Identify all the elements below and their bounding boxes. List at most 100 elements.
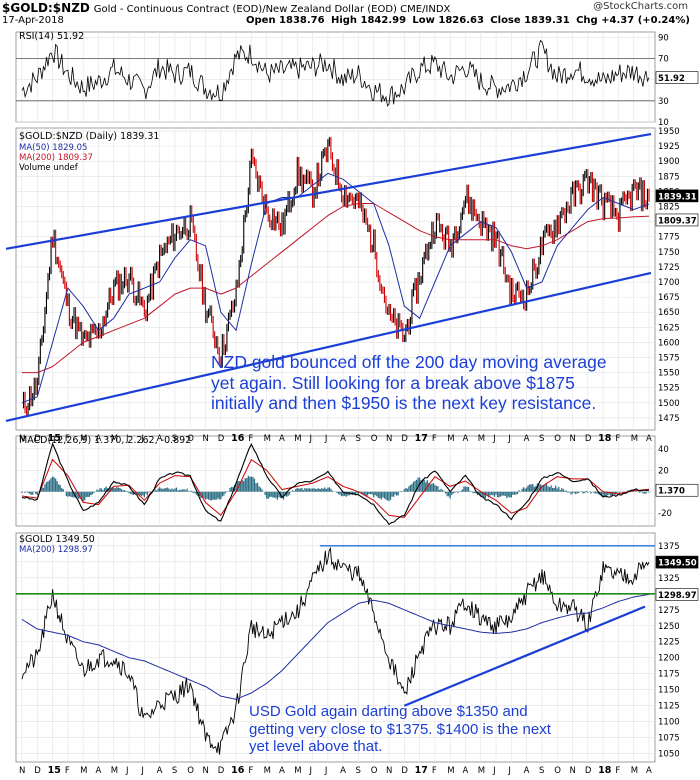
nzd-x-tick-label: J	[507, 434, 511, 444]
nzd-x-tick-label: J	[324, 434, 328, 444]
nzd-ma50-line	[21, 172, 650, 404]
usd-ytick-label: 1225	[658, 638, 680, 648]
usd-annotation-line-3: yet level above that.	[249, 738, 383, 756]
usd-x-tick-label: D	[401, 766, 408, 776]
nzd-annotation-line-2: yet again. Still looking for a break abo…	[211, 372, 575, 393]
nzd-ma200-label-box	[655, 213, 699, 227]
macd-frame	[15, 435, 656, 527]
usd-x-tick-label: S	[172, 766, 177, 776]
usd-ytick-label: 1125	[658, 702, 680, 712]
usd-x-tick-label: A	[157, 766, 163, 776]
chart-header-line1: $GOLD:$NZD Gold - Continuous Contract (E…	[2, 1, 450, 15]
usd-x-tick-label: S	[539, 766, 544, 776]
usd-x-tick-label: 15	[48, 765, 61, 776]
nzd-x-tick-label: A	[462, 434, 468, 444]
usd-x-tick-label: J	[492, 766, 496, 776]
usd-ytick-label: 1200	[658, 654, 680, 664]
close-value: Close 1839.31	[490, 15, 570, 26]
usd-price-line	[21, 546, 650, 755]
usd-ma200-label-box	[655, 588, 699, 601]
nzd-x-tick-label: M	[80, 434, 87, 444]
usd-x-tick-label: M	[478, 766, 485, 776]
rsi-line	[21, 39, 650, 107]
nzd-ytick-label: 1600	[658, 338, 680, 348]
usd-x-tick-label: O	[187, 766, 194, 776]
nzd-x-tick-label: 17	[415, 433, 428, 444]
symbol-description: Gold - Continuous Contract (EOD)/New Zea…	[93, 4, 451, 15]
usd-trendline-1	[403, 605, 646, 707]
usd-ytick-label: 1100	[658, 718, 680, 728]
nzd-ytick-label: 1900	[658, 157, 680, 167]
nzd-annotation-line-1: NZD gold bounced off the 200 day moving …	[211, 352, 607, 372]
nzd-x-tick-label: D	[401, 434, 408, 444]
nzd-legend-price: $GOLD:$NZD (Daily) 1839.31	[19, 131, 159, 142]
usd-x-tick-label: D	[218, 766, 225, 776]
high-value: High 1842.99	[330, 15, 407, 26]
usd-x-tick-label: M	[80, 766, 87, 776]
usd-x-tick-label: F	[432, 766, 437, 776]
usd-x-tick-label: N	[386, 766, 392, 776]
nzd-ytick-label: 1700	[658, 278, 680, 288]
usd-ytick-label: 1175	[658, 670, 680, 680]
usd-x-tick-label: M	[447, 766, 454, 776]
usd-x-tick-label: A	[462, 766, 468, 776]
nzd-x-tick-label: N	[386, 434, 392, 444]
nzd-x-tick-label: J	[492, 434, 496, 444]
usd-x-tick-label: A	[279, 766, 285, 776]
usd-x-tick-label: D	[585, 766, 592, 776]
symbol-label: $GOLD:$NZD	[2, 1, 90, 15]
usd-x-tick-label: A	[340, 766, 346, 776]
usd-last-price-label: 1349.50	[658, 559, 697, 569]
usd-ytick-label: 1050	[658, 750, 680, 760]
usd-x-tick-label: 16	[231, 765, 245, 776]
nzd-legend-volume: Volume undef	[19, 163, 79, 173]
nzd-x-tick-label: M	[294, 434, 301, 444]
usd-ytick-label: 1375	[658, 542, 680, 552]
nzd-x-tick-label: S	[539, 434, 544, 444]
nzd-ytick-label: 1650	[658, 308, 680, 318]
usd-annotation-line-2: getting very close to $1375. $1400 is th…	[249, 720, 551, 738]
nzd-x-tick-label: D	[585, 434, 592, 444]
usd-ma200-line	[21, 593, 650, 700]
nzd-x-tick-label: F	[65, 434, 70, 444]
usd-ytick-label: 1275	[658, 606, 680, 616]
nzd-legend-ma200: MA(200) 1809.37	[19, 153, 93, 163]
nzd-x-tick-label: O	[187, 434, 194, 444]
nzd-last-price-label: 1839.31	[658, 192, 697, 202]
usd-x-tick-label: N	[203, 766, 209, 776]
nzd-x-tick-label: 15	[48, 433, 61, 444]
usd-x-tick-label: O	[371, 766, 378, 776]
nzd-x-tick-label: N	[203, 434, 209, 444]
nzd-ma200-line	[22, 203, 650, 374]
nzd-legend-ma50: MA(50) 1829.05	[19, 143, 87, 153]
nzd-x-tick-label: A	[95, 434, 101, 444]
usd-x-tick-label: J	[125, 766, 129, 776]
usd-x-tick-label: N	[19, 766, 25, 776]
change-value: Chg +4.37 (+0.24%)	[576, 15, 690, 26]
usd-annotation: USD Gold again darting above $1350 and g…	[249, 703, 551, 756]
nzd-x-tick-label: O	[554, 434, 561, 444]
macd-legend: MACD(12,26,9) 1.370, 2.262, -0.892	[19, 435, 191, 446]
macd-signal-line	[21, 458, 650, 518]
rsi-ytick-label: 70	[658, 54, 669, 64]
nzd-ytick-label: 1625	[658, 323, 680, 333]
nzd-ytick-label: 1875	[658, 172, 680, 182]
macd-ytick-label: -20	[658, 509, 672, 519]
usd-legend-ma200: MA(200) 1298.97	[19, 545, 93, 555]
nzd-x-tick-label: J	[140, 434, 144, 444]
rsi-ytick-label: 90	[658, 33, 669, 43]
rsi-frame	[15, 31, 656, 123]
usd-x-tick-label: A	[524, 766, 530, 776]
usd-x-tick-label: M	[631, 766, 638, 776]
nzd-x-tick-label: 18	[598, 433, 612, 444]
macd-ytick-label: 40	[658, 445, 669, 455]
nzd-x-tick-label: D	[34, 434, 41, 444]
rsi-ytick-label: 10	[658, 118, 669, 128]
usd-x-tick-label: A	[95, 766, 101, 776]
open-value: Open 1838.76	[246, 15, 325, 26]
nzd-x-tick-label: M	[447, 434, 454, 444]
usd-ytick-label: 1150	[658, 686, 680, 696]
nzd-x-tick-label: 16	[231, 433, 245, 444]
macd-current-label-box	[655, 483, 699, 497]
